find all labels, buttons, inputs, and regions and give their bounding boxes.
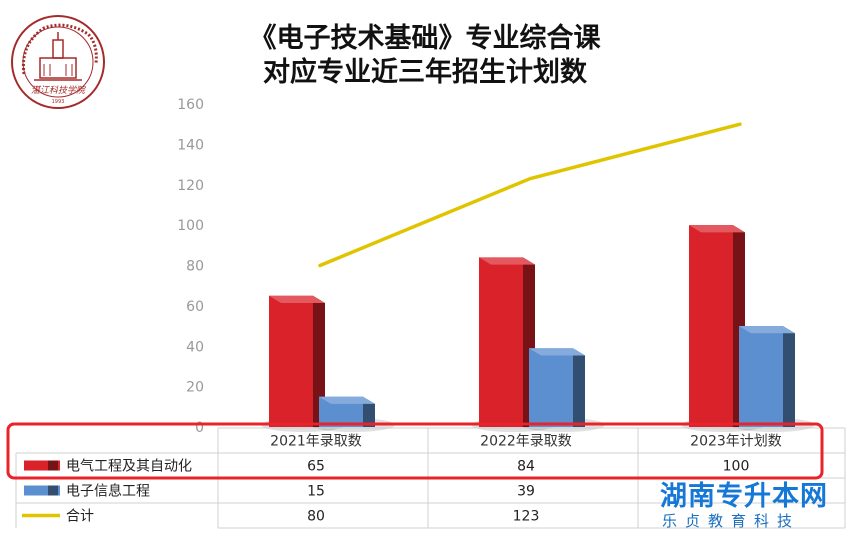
bar-side: [363, 396, 375, 427]
y-tick-label: 160: [177, 97, 204, 113]
legend-swatch: [24, 485, 60, 496]
bar-top: [529, 348, 585, 356]
legend-label: 合计: [66, 509, 94, 525]
y-tick-label: 0: [195, 420, 204, 436]
table-cell: 84: [517, 459, 535, 475]
y-tick-label: 20: [186, 380, 204, 396]
y-tick-label: 60: [186, 299, 204, 315]
chart-title-line1: 《电子技术基础》专业综合课: [249, 23, 601, 54]
bar-top: [689, 225, 745, 233]
bar-top: [269, 295, 325, 303]
bar: [311, 396, 395, 432]
bar-side: [313, 295, 325, 427]
brand-name: 湖南专升本网: [660, 481, 828, 512]
y-tick-label: 100: [177, 218, 204, 234]
bar-front: [739, 326, 783, 427]
y-tick-label: 120: [177, 178, 204, 194]
logo-year: 1993: [52, 99, 65, 105]
bar-side: [573, 348, 585, 427]
table-cell: 100: [723, 459, 750, 475]
table-cell: 39: [517, 484, 535, 500]
legend-swatch-side: [48, 460, 58, 471]
bar-top: [479, 257, 535, 265]
bar-top: [739, 326, 795, 334]
y-tick-label: 40: [186, 339, 204, 355]
table-cell: 65: [307, 459, 325, 475]
bar-top: [319, 396, 375, 404]
y-tick-label: 140: [177, 137, 204, 153]
bar: [521, 348, 605, 432]
bar: [731, 326, 815, 432]
series-line: [318, 122, 742, 268]
chart-title: 《电子技术基础》专业综合课 对应专业近三年招生计划数: [200, 22, 650, 90]
brand-watermark: 湖南专升本网 乐贞教育科技: [650, 472, 851, 533]
table-cell: 80: [307, 509, 325, 525]
total-line: [318, 122, 742, 268]
category-label: 2021年录取数: [270, 434, 362, 450]
bar-front: [529, 348, 573, 427]
bar-side: [783, 326, 795, 427]
logo-signature: 湛江科技学院: [31, 85, 87, 96]
table-cell: 15: [307, 484, 325, 500]
bar-front: [689, 225, 733, 427]
highlight-box: [6, 422, 824, 480]
legend-label: 电子信息工程: [66, 483, 150, 500]
category-label: 2023年计划数: [690, 434, 782, 450]
university-seal-logo: 湛江科技学院 1993: [11, 15, 105, 109]
y-axis: 0 20 40 60 80 100 120 140 160: [177, 97, 204, 436]
table-cell: 123: [513, 509, 540, 525]
bar-front: [479, 257, 523, 427]
chart-title-line2: 对应专业近三年招生计划数: [263, 57, 587, 88]
category-label: 2022年录取数: [480, 434, 572, 450]
brand-tagline: 乐贞教育科技: [662, 512, 801, 530]
legend-swatch-side: [48, 485, 58, 496]
legend-label: 电气工程及其自动化: [66, 459, 192, 475]
bar-front: [269, 295, 313, 427]
legend-swatch: [24, 460, 60, 471]
y-tick-label: 80: [186, 259, 204, 275]
